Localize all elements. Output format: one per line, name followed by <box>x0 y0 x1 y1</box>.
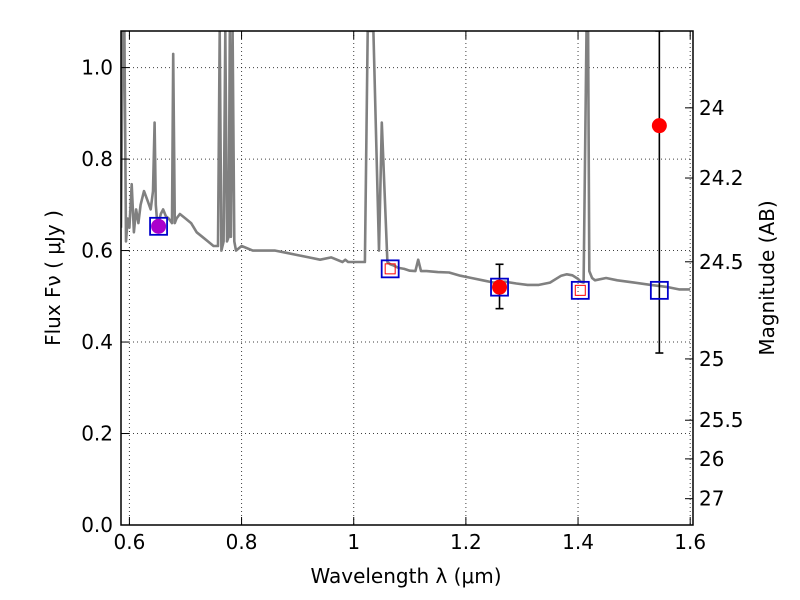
y2-tick-label: 24.2 <box>699 166 744 190</box>
y2-tick-label: 24 <box>699 96 724 120</box>
model-box <box>490 277 509 297</box>
y-tick-label: 0.4 <box>81 330 113 354</box>
x-tick-label: 0.6 <box>114 530 146 554</box>
x-axis-label: Wavelength λ (μm) <box>310 564 501 588</box>
x-tick-label: 1 <box>347 530 360 554</box>
x-tick-label: 1.4 <box>562 530 594 554</box>
model-box <box>380 259 400 279</box>
upper-limit-marker <box>384 263 396 275</box>
model-box <box>649 280 669 300</box>
model-box <box>570 280 590 300</box>
x-tick-label: 0.8 <box>226 530 258 554</box>
model-box <box>149 216 168 236</box>
y2-tick-label: 25 <box>699 347 724 371</box>
plot-frame <box>120 30 694 526</box>
observed-point <box>492 279 508 295</box>
y-tick-label: 1.0 <box>81 56 113 80</box>
y2-tick-label: 27 <box>699 487 724 511</box>
y-tick-label: 0.6 <box>81 239 113 263</box>
observed-point <box>651 118 667 134</box>
observed-point-highlight <box>151 218 167 234</box>
x-tick-label: 1.6 <box>674 530 706 554</box>
y-tick-label: 0.0 <box>81 513 113 537</box>
y2-axis-label: Magnitude (AB) <box>755 200 779 355</box>
y2-tick-label: 24.5 <box>699 250 744 274</box>
x-tick-label: 1.2 <box>450 530 482 554</box>
y-axis-label: Flux Fν ( μJy ) <box>41 210 65 346</box>
upper-limit-marker <box>574 284 586 296</box>
tick-layer: 0.6 0.8 1 1.2 1.4 1.6 0.0 0.2 0.4 0.6 0.8 1.0 24 24.2… <box>81 31 744 554</box>
y-tick-label: 0.2 <box>81 422 113 446</box>
y2-tick-label: 25.5 <box>699 408 744 432</box>
marker-layer <box>149 31 669 354</box>
y-tick-label: 0.8 <box>81 147 113 171</box>
y2-tick-label: 26 <box>699 447 724 471</box>
